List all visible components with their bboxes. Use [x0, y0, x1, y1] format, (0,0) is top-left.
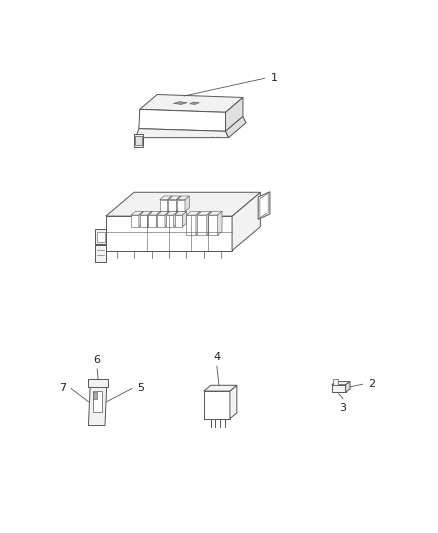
Polygon shape — [169, 196, 180, 200]
Polygon shape — [140, 215, 148, 227]
Polygon shape — [208, 215, 218, 235]
Polygon shape — [196, 212, 200, 235]
Polygon shape — [106, 192, 260, 216]
Polygon shape — [173, 212, 178, 227]
Polygon shape — [139, 212, 143, 227]
Polygon shape — [165, 212, 170, 227]
Polygon shape — [186, 215, 196, 235]
Polygon shape — [197, 212, 211, 215]
Polygon shape — [174, 212, 187, 215]
Polygon shape — [156, 212, 161, 227]
Polygon shape — [232, 192, 260, 251]
Polygon shape — [166, 215, 173, 227]
Polygon shape — [135, 128, 229, 138]
Text: 1: 1 — [271, 73, 278, 83]
Polygon shape — [332, 382, 350, 385]
Polygon shape — [226, 98, 243, 131]
Text: 3: 3 — [339, 403, 346, 413]
Polygon shape — [332, 385, 346, 392]
Polygon shape — [140, 212, 152, 215]
Polygon shape — [131, 215, 139, 227]
Polygon shape — [148, 215, 156, 227]
Polygon shape — [139, 109, 226, 131]
Polygon shape — [346, 382, 350, 392]
Text: 7: 7 — [59, 383, 66, 393]
Polygon shape — [93, 392, 97, 399]
Polygon shape — [166, 212, 178, 215]
Polygon shape — [134, 134, 143, 147]
Polygon shape — [168, 196, 172, 212]
Polygon shape — [186, 212, 200, 215]
Polygon shape — [204, 391, 230, 419]
Polygon shape — [95, 229, 106, 244]
Polygon shape — [197, 215, 207, 235]
Text: 6: 6 — [94, 354, 101, 365]
Polygon shape — [160, 200, 168, 212]
Polygon shape — [258, 192, 270, 219]
Polygon shape — [182, 212, 187, 227]
Polygon shape — [95, 245, 106, 262]
Polygon shape — [88, 379, 108, 387]
Polygon shape — [208, 212, 222, 215]
Polygon shape — [226, 116, 246, 138]
Polygon shape — [177, 200, 185, 212]
Polygon shape — [140, 94, 243, 112]
Polygon shape — [88, 386, 107, 425]
Text: 5: 5 — [137, 383, 144, 393]
Text: 4: 4 — [213, 352, 220, 362]
Polygon shape — [97, 231, 105, 242]
Polygon shape — [93, 391, 102, 413]
Polygon shape — [157, 215, 165, 227]
Polygon shape — [204, 385, 237, 391]
Polygon shape — [148, 212, 152, 227]
Polygon shape — [218, 212, 222, 235]
Polygon shape — [207, 212, 211, 235]
Polygon shape — [185, 196, 189, 212]
Polygon shape — [260, 193, 268, 217]
Polygon shape — [190, 102, 199, 104]
Polygon shape — [131, 212, 143, 215]
Polygon shape — [230, 385, 237, 419]
Polygon shape — [173, 102, 187, 104]
Polygon shape — [106, 216, 232, 251]
Text: .  .: . . — [212, 133, 218, 139]
Polygon shape — [157, 212, 170, 215]
Polygon shape — [174, 215, 182, 227]
Polygon shape — [169, 200, 176, 212]
Text: 2: 2 — [368, 379, 375, 389]
Polygon shape — [176, 196, 180, 212]
Polygon shape — [177, 196, 189, 200]
Polygon shape — [160, 196, 172, 200]
Polygon shape — [148, 212, 161, 215]
Polygon shape — [333, 379, 338, 385]
Polygon shape — [135, 136, 141, 144]
